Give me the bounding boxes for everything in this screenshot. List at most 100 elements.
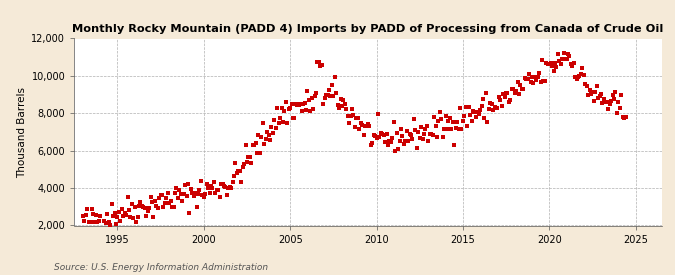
Point xyxy=(254,151,265,155)
Point xyxy=(595,92,606,97)
Point xyxy=(397,134,408,138)
Point xyxy=(119,211,130,216)
Point xyxy=(355,121,366,125)
Point xyxy=(225,186,236,190)
Point xyxy=(239,162,250,166)
Point xyxy=(534,70,545,75)
Point xyxy=(276,105,287,110)
Point xyxy=(554,59,565,63)
Point xyxy=(182,182,193,186)
Point xyxy=(294,103,304,108)
Point xyxy=(488,108,499,112)
Point xyxy=(121,213,132,218)
Point xyxy=(213,188,223,192)
Point xyxy=(486,102,497,106)
Point xyxy=(344,120,354,125)
Point xyxy=(528,81,539,85)
Point xyxy=(257,121,268,126)
Point xyxy=(601,100,612,104)
Point xyxy=(201,182,212,186)
Point xyxy=(427,133,438,137)
Point xyxy=(519,76,530,81)
Point xyxy=(566,62,576,66)
Point xyxy=(524,72,535,76)
Point xyxy=(492,106,503,110)
Point xyxy=(80,213,91,218)
Point xyxy=(168,205,179,210)
Point xyxy=(176,192,186,197)
Point xyxy=(234,169,245,173)
Point xyxy=(392,131,402,135)
Point xyxy=(496,104,507,108)
Point xyxy=(145,195,156,199)
Point xyxy=(552,52,563,56)
Point xyxy=(295,102,306,106)
Point xyxy=(437,135,448,139)
Point xyxy=(304,98,315,102)
Point xyxy=(421,124,432,128)
Point xyxy=(196,179,207,183)
Point xyxy=(86,207,97,211)
Point xyxy=(126,202,137,206)
Point xyxy=(356,123,367,128)
Point xyxy=(404,132,415,136)
Point xyxy=(244,155,255,159)
Point xyxy=(385,140,396,144)
Point xyxy=(460,104,471,109)
Point xyxy=(483,106,494,111)
Point xyxy=(526,75,537,79)
Point xyxy=(184,211,195,216)
Point xyxy=(581,83,592,88)
Point xyxy=(361,124,372,129)
Point xyxy=(512,79,523,84)
Point xyxy=(328,94,339,99)
Point xyxy=(452,120,462,124)
Point xyxy=(142,208,153,213)
Point xyxy=(525,80,536,84)
Point xyxy=(292,103,303,108)
Point xyxy=(115,218,126,223)
Point xyxy=(495,97,506,102)
Point xyxy=(414,136,425,141)
Point xyxy=(501,90,512,95)
Point xyxy=(354,127,364,131)
Point xyxy=(616,92,626,97)
Point xyxy=(275,115,286,120)
Point xyxy=(502,91,513,95)
Point xyxy=(136,204,147,208)
Point xyxy=(587,90,598,95)
Point xyxy=(289,116,300,120)
Point xyxy=(441,127,452,132)
Point xyxy=(470,115,481,119)
Point xyxy=(614,106,625,110)
Point xyxy=(135,200,146,204)
Point xyxy=(367,141,377,145)
Point xyxy=(472,109,483,114)
Point xyxy=(153,205,163,210)
Point xyxy=(323,88,334,92)
Point xyxy=(280,100,291,105)
Point xyxy=(505,97,516,102)
Point xyxy=(543,62,554,66)
Point xyxy=(450,126,461,130)
Point xyxy=(261,137,271,141)
Point xyxy=(429,115,439,119)
Point xyxy=(448,120,458,125)
Point xyxy=(476,103,487,108)
Point xyxy=(473,112,484,117)
Point xyxy=(128,216,138,220)
Point xyxy=(466,119,477,124)
Point xyxy=(159,201,170,205)
Point xyxy=(148,214,159,219)
Point xyxy=(112,215,123,219)
Point xyxy=(426,132,437,136)
Point xyxy=(164,201,175,205)
Point xyxy=(192,192,203,196)
Point xyxy=(247,142,258,147)
Point xyxy=(325,93,336,98)
Point xyxy=(341,107,352,111)
Point xyxy=(296,109,307,113)
Point xyxy=(373,112,383,116)
Point xyxy=(381,132,392,136)
Point xyxy=(600,99,611,104)
